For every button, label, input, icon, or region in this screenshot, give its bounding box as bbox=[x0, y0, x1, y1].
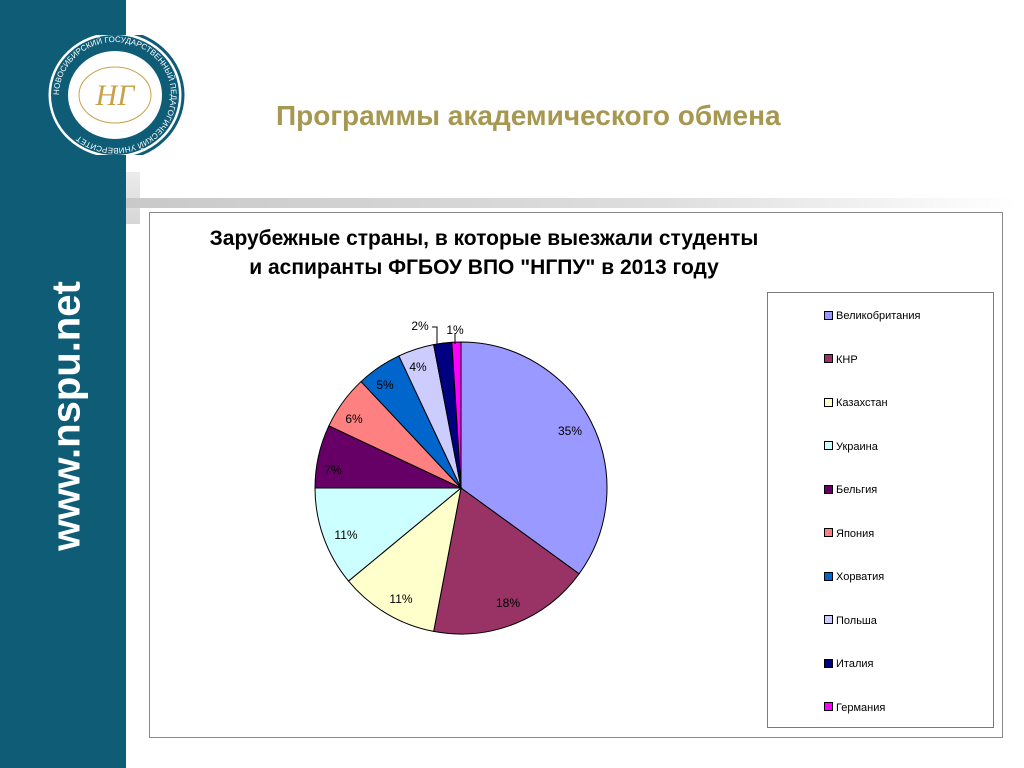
legend-item: Италия bbox=[824, 657, 873, 671]
legend-swatch bbox=[824, 571, 833, 581]
legend-swatch bbox=[824, 310, 833, 320]
pie-label-9: 2% bbox=[411, 319, 429, 333]
legend-label: Казахстан bbox=[836, 397, 888, 409]
university-logo: НОВОСИБИРСКИЙ ГОСУДАРСТВЕННЫЙ ПЕДАГОГИЧЕ… bbox=[40, 29, 190, 161]
pie-label-8: 4% bbox=[409, 360, 427, 374]
header-divider bbox=[126, 198, 1016, 208]
legend-label: Польша bbox=[836, 614, 877, 627]
chart-title-line-2: и аспиранты ФГБОУ ВПО "НГПУ" в 2013 году bbox=[249, 256, 719, 279]
pie-label-5: 7% bbox=[324, 463, 342, 477]
legend-label: Великобритания bbox=[836, 310, 921, 322]
legend-swatch bbox=[824, 484, 833, 494]
legend-label: Италия bbox=[836, 658, 874, 670]
legend-swatch bbox=[824, 528, 833, 538]
page-title: Программы академического обмена bbox=[276, 100, 781, 131]
legend-item: Польша bbox=[824, 614, 877, 628]
legend-swatch bbox=[824, 615, 833, 625]
legend-label: Хорватия bbox=[836, 571, 885, 583]
pie-slice-10 bbox=[451, 341, 462, 489]
legend-item: Германия bbox=[824, 701, 885, 715]
pie-label-7: 5% bbox=[376, 378, 394, 392]
legend-swatch bbox=[824, 354, 833, 364]
pie-label-6: 6% bbox=[345, 412, 363, 426]
legend-item: Казахстан bbox=[824, 396, 888, 410]
chart-legend: Великобритания КНР Казахстан Украина Бельгия… bbox=[767, 292, 994, 728]
chart-title: Зарубежные страны, в которые выезжали ст… bbox=[149, 224, 819, 282]
logo-monogram: НГ bbox=[95, 79, 137, 112]
legend-swatch bbox=[824, 658, 833, 668]
pie-label-1: 35% bbox=[558, 424, 582, 438]
pie-label-2: 18% bbox=[496, 596, 520, 610]
legend-swatch bbox=[824, 441, 833, 451]
legend-label: КНР bbox=[836, 353, 858, 366]
legend-item: Хорватия bbox=[824, 570, 884, 584]
legend-swatch bbox=[824, 397, 833, 407]
legend-item: Бельгия bbox=[824, 483, 877, 497]
chart-title-line-1: Зарубежные страны, в которые выезжали ст… bbox=[209, 227, 759, 250]
pie-label-4: 11% bbox=[334, 528, 357, 542]
legend-item: КНР bbox=[824, 353, 858, 367]
legend-item: Великобритания bbox=[824, 309, 920, 323]
pie-slice-3 bbox=[347, 486, 462, 632]
pie-label-3: 11% bbox=[389, 592, 412, 606]
legend-swatch bbox=[824, 702, 833, 712]
pie-slice-4 bbox=[314, 487, 463, 582]
pie-slice-1 bbox=[460, 341, 608, 575]
leader-line-9 bbox=[432, 326, 438, 344]
legend-item: Украина bbox=[824, 440, 878, 454]
legend-item: Япония bbox=[824, 527, 874, 541]
legend-label: Германия bbox=[836, 701, 886, 714]
legend-label: Япония bbox=[836, 527, 875, 540]
pie-slice-2 bbox=[433, 487, 580, 635]
legend-label: Бельгия bbox=[836, 484, 878, 496]
legend-label: Украина bbox=[836, 440, 878, 453]
pie-label-10: 1% bbox=[446, 323, 464, 337]
